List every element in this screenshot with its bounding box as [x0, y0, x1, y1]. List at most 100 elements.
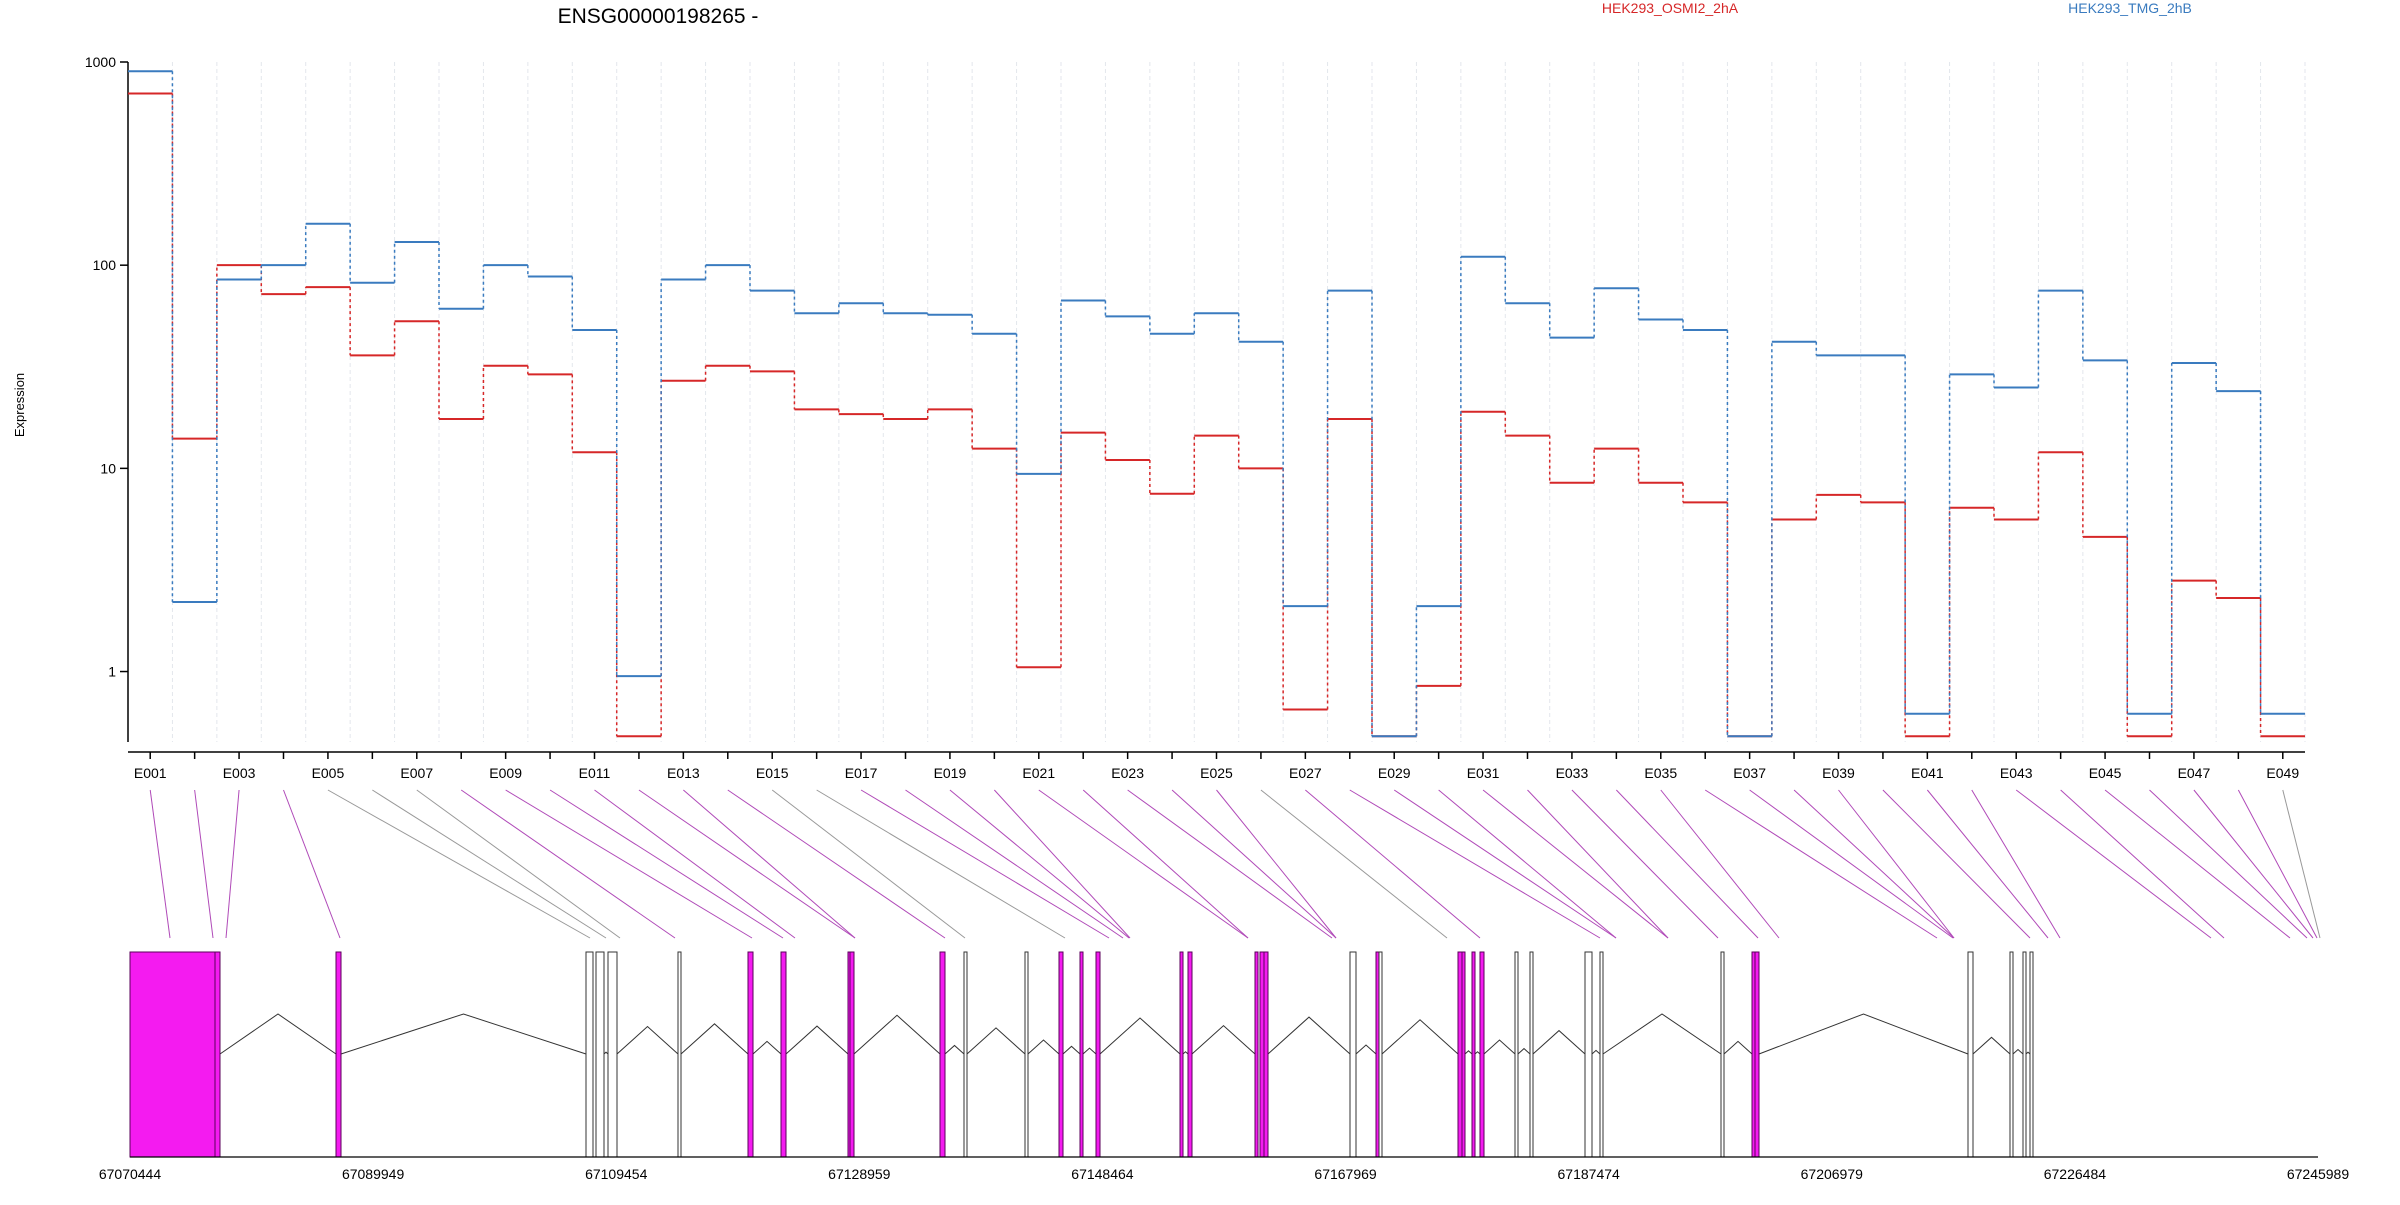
exon-connector-line — [372, 789, 607, 939]
exon-connector-line — [1216, 789, 1337, 939]
grid-lines — [171, 62, 2306, 742]
exon-block — [1754, 951, 1760, 1158]
intron-line — [219, 1013, 337, 1055]
intron-line — [1062, 1045, 1081, 1055]
x-tick-label: E043 — [2000, 765, 2033, 781]
x-tick-label: E035 — [1644, 765, 1677, 781]
exon-block — [963, 951, 968, 1158]
x-tick-label: E025 — [1200, 765, 1233, 781]
exon-block — [1349, 951, 1357, 1158]
genome-tick-label: 67148464 — [1071, 1166, 1134, 1182]
exon-connector-line — [860, 789, 1110, 939]
x-tick-label: E017 — [845, 765, 878, 781]
x-tick-label: E039 — [1822, 765, 1855, 781]
x-tick-label: E045 — [2089, 765, 2122, 781]
series-b — [128, 70, 2305, 738]
x-tick-label: E019 — [934, 765, 967, 781]
exon-connector-line — [905, 789, 1124, 939]
exon-connector-line — [1704, 789, 1938, 939]
exon-block — [214, 951, 221, 1158]
exon-block — [1058, 951, 1064, 1158]
intron-line — [752, 1040, 782, 1055]
exon-connector-line — [1527, 789, 1669, 939]
series-a — [128, 92, 2305, 738]
legend-series-b: HEK293_TMG_2hB — [2068, 0, 2192, 16]
exon-block — [1599, 951, 1604, 1158]
exon-block — [1514, 951, 1519, 1158]
exon-block — [1479, 951, 1485, 1158]
exon-connector-line — [505, 789, 753, 939]
exon-connector-line — [1660, 789, 1780, 939]
intron-line — [944, 1044, 965, 1055]
exon-connector-line — [2282, 789, 2321, 939]
genome-tick-label: 67128959 — [828, 1166, 891, 1182]
exon-connector-line — [1305, 789, 1481, 939]
intron-line — [1182, 1051, 1189, 1055]
exon-connector-line — [149, 789, 171, 939]
exon-connector-line — [638, 789, 856, 939]
exon-connector-line — [1793, 789, 1955, 939]
exon-block — [585, 951, 594, 1158]
exon-connector-line — [549, 789, 784, 939]
x-tick-label: E023 — [1111, 765, 1144, 781]
gene-model — [129, 951, 2318, 1158]
genome-tick-label: 67245989 — [2287, 1166, 2350, 1182]
exon-connector-line — [225, 789, 240, 939]
x-tick-label: E049 — [2266, 765, 2299, 781]
intron-line — [1027, 1039, 1060, 1055]
exon-connector-line — [2015, 789, 2212, 939]
intron-line — [1464, 1050, 1473, 1055]
x-tick-label: E009 — [489, 765, 522, 781]
x-tick-label: E013 — [667, 765, 700, 781]
exon-connector-line — [727, 789, 946, 939]
y-tick-label: 1000 — [85, 54, 116, 70]
intron-line — [340, 1013, 587, 1055]
exon-block — [1254, 951, 1259, 1158]
exon-connector-line — [2149, 789, 2308, 939]
exon-connector-line — [594, 789, 796, 939]
exon-block — [780, 951, 787, 1158]
exon-block — [1187, 951, 1193, 1158]
intron-line — [603, 1051, 609, 1055]
exon-connector-line — [1971, 789, 2061, 939]
exon-connector-line — [416, 789, 621, 939]
genome-tick-label: 67167969 — [1314, 1166, 1377, 1182]
intron-line — [966, 1027, 1026, 1055]
intron-line — [1082, 1047, 1097, 1055]
y-tick-label: 10 — [100, 460, 116, 476]
exon-connector-line — [2104, 789, 2291, 939]
exon-block — [1529, 951, 1534, 1158]
genome-tick-label: 67070444 — [99, 1166, 162, 1182]
exon-block — [1179, 951, 1184, 1158]
exon-connector-line — [283, 789, 341, 939]
exon-block — [1024, 951, 1029, 1158]
intron-line — [1723, 1040, 1753, 1055]
y-tick-label: 100 — [93, 257, 117, 273]
exon-connector-line — [1615, 789, 1759, 939]
exon-block — [1378, 951, 1383, 1158]
intron-line — [1758, 1013, 1969, 1055]
genome-tick-label: 67089949 — [342, 1166, 405, 1182]
genome-tick-label: 67109454 — [585, 1166, 648, 1182]
exon-block — [1967, 951, 1974, 1158]
genome-tick-label: 67206979 — [1801, 1166, 1864, 1182]
exon-block — [129, 951, 216, 1158]
genome-tick-label: 67226484 — [2044, 1166, 2107, 1182]
exon-block — [1259, 951, 1265, 1158]
exon-block — [2022, 951, 2027, 1158]
intron-line — [853, 1014, 941, 1055]
x-tick-label: E029 — [1378, 765, 1411, 781]
intron-line — [1483, 1039, 1516, 1055]
intron-line — [1602, 1013, 1722, 1055]
x-tick-label: E021 — [1022, 765, 1055, 781]
exon-block — [595, 951, 605, 1158]
exon-connector-line — [2237, 789, 2318, 939]
x-tick-label: E037 — [1733, 765, 1766, 781]
x-tick-label: E015 — [756, 765, 789, 781]
exon-connector-line — [2060, 789, 2225, 939]
axes: 1 10 100 1000 — [85, 54, 2305, 753]
exon-connector-line — [1438, 789, 1617, 939]
exon-block — [1095, 951, 1101, 1158]
